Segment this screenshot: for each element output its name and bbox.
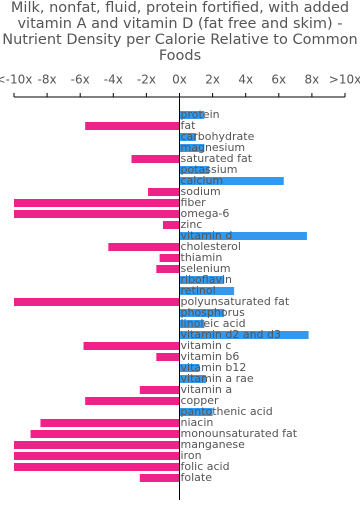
bar <box>179 331 309 339</box>
category-label: vitamin a <box>181 383 233 396</box>
category-label: omega-6 <box>181 207 230 220</box>
bar <box>162 221 180 229</box>
x-tick-label: <-10x <box>0 73 32 87</box>
bar <box>148 188 180 196</box>
category-label: linoleic acid <box>181 317 246 330</box>
bar <box>14 452 180 460</box>
x-tick-label: >10x <box>329 73 360 87</box>
category-label: retinol <box>181 284 216 297</box>
bar <box>85 397 180 405</box>
bar <box>179 320 205 328</box>
bar <box>179 276 225 284</box>
category-label: zinc <box>181 218 203 231</box>
bar <box>14 210 180 218</box>
bar <box>30 430 180 438</box>
category-label: sodium <box>181 185 221 198</box>
category-label: magnesium <box>181 141 246 154</box>
bar <box>14 441 180 449</box>
bar <box>14 199 180 207</box>
category-label: niacin <box>181 416 214 429</box>
bar <box>156 353 180 361</box>
category-label: calcium <box>181 174 224 187</box>
bar <box>14 298 180 306</box>
x-tick-label: 8x <box>305 73 320 87</box>
bar <box>179 287 235 295</box>
bar <box>179 177 284 185</box>
category-label: fat <box>181 119 197 132</box>
category-label: manganese <box>181 438 246 451</box>
x-tick-label: -2x <box>137 73 156 87</box>
x-tick-label: -4x <box>104 73 123 87</box>
category-label: phosphorus <box>181 306 246 319</box>
bar <box>179 408 213 416</box>
bar <box>85 122 180 130</box>
category-label: potassium <box>181 163 238 176</box>
category-label: vitamin c <box>181 339 232 352</box>
category-label: pantothenic acid <box>181 405 273 418</box>
category-label: selenium <box>181 262 231 275</box>
bar <box>179 364 200 372</box>
category-label: vitamin d2 and d3 <box>181 328 282 341</box>
bar <box>179 133 197 141</box>
bar <box>14 463 180 471</box>
chart-title: Milk, nonfat, fluid, protein fortified, … <box>2 0 358 64</box>
category-label: vitamin b12 <box>181 361 247 374</box>
category-label: riboflavin <box>181 273 233 286</box>
bar <box>108 243 180 251</box>
category-label: iron <box>181 449 202 462</box>
bar <box>83 342 180 350</box>
category-label: vitamin b6 <box>181 350 240 363</box>
bar <box>179 232 307 240</box>
x-tick-label: -6x <box>71 73 90 87</box>
bar <box>139 474 180 482</box>
x-tick-label: 4x <box>238 73 253 87</box>
category-label: copper <box>181 394 220 407</box>
bar <box>179 144 205 152</box>
bar <box>156 265 180 273</box>
bar <box>179 309 225 317</box>
category-label: thiamin <box>181 251 223 264</box>
x-tick-label: 6x <box>271 73 286 87</box>
bar <box>179 375 206 383</box>
bar <box>179 111 205 119</box>
category-label: vitamin a rae <box>181 372 254 385</box>
bar <box>131 155 180 163</box>
x-tick-label: 0x <box>172 73 187 87</box>
category-label: carbohydrate <box>181 130 255 143</box>
category-label: saturated fat <box>181 152 253 165</box>
category-label: protein <box>181 108 220 121</box>
bar <box>179 166 210 174</box>
x-tick-label: 2x <box>205 73 220 87</box>
bar <box>159 254 180 262</box>
category-label: vitamin d <box>181 229 233 242</box>
category-label: monounsaturated fat <box>181 427 298 440</box>
category-label: fiber <box>181 196 207 209</box>
bar <box>139 386 180 394</box>
category-label: folate <box>181 471 213 484</box>
category-label: cholesterol <box>181 240 241 253</box>
x-tick-label: -8x <box>38 73 57 87</box>
category-label: folic acid <box>181 460 230 473</box>
category-label: polyunsaturated fat <box>181 295 290 308</box>
bar <box>40 419 180 427</box>
